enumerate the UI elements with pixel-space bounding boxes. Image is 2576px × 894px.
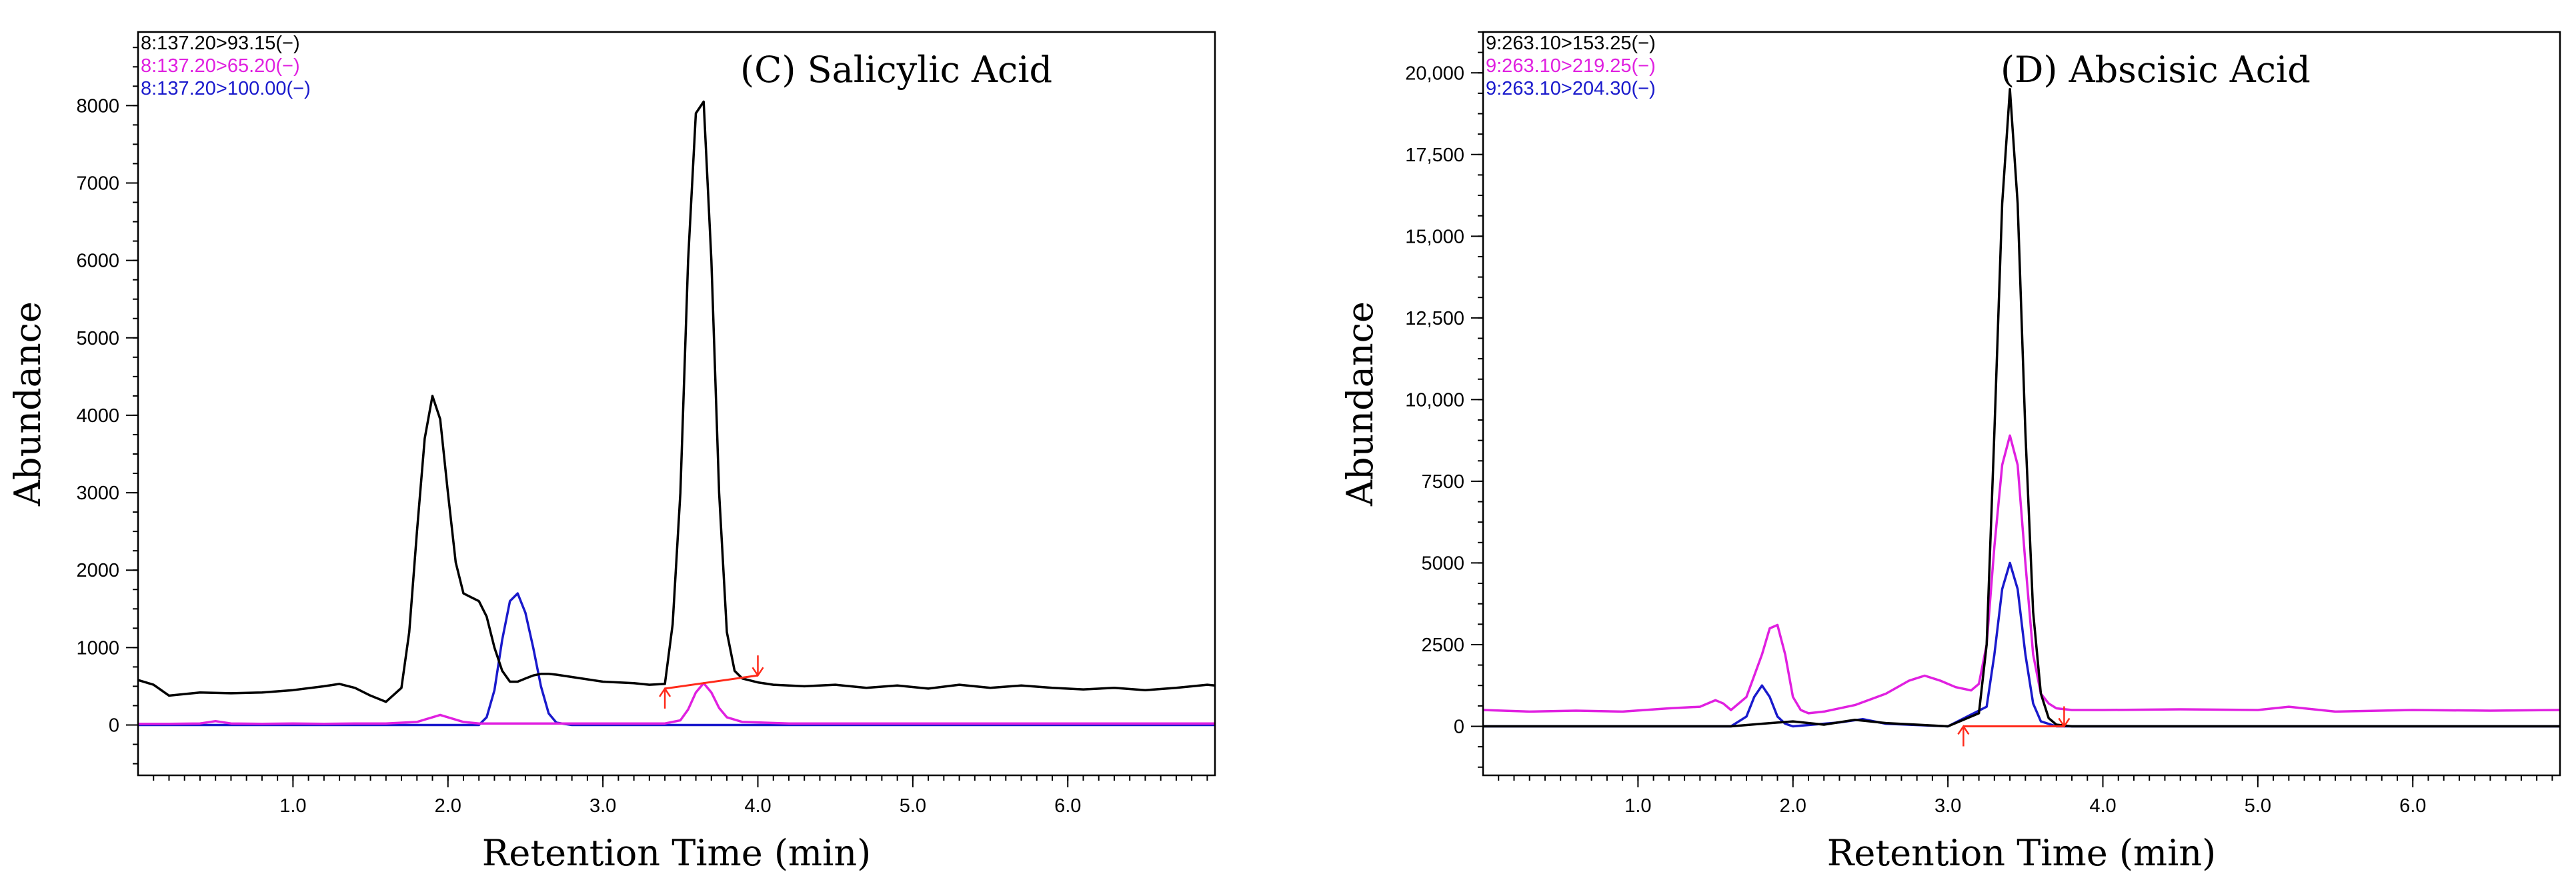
y-tick-label: 6000 — [76, 251, 119, 272]
y-tick-label: 2000 — [76, 560, 119, 581]
y-tick-label: 15,000 — [1405, 226, 1464, 247]
y-tick-label: 20,000 — [1405, 63, 1464, 84]
y-tick-label: 7500 — [1421, 471, 1464, 493]
legend-entry: 9:263.10>153.25(−) — [1486, 33, 1656, 54]
y-tick-label: 1000 — [76, 637, 119, 659]
x-tick-label: 2.0 — [1780, 795, 1806, 817]
x-tick-label: 6.0 — [1054, 795, 1081, 817]
integration-start-marker — [1957, 725, 1970, 747]
x-tick-label: 1.0 — [1624, 795, 1651, 817]
y-tick-label: 8000 — [76, 95, 119, 117]
legend: 8:137.20>93.15(−) 8:137.20>65.20(−) 8:13… — [141, 33, 311, 99]
y-tick-label: 5000 — [1421, 553, 1464, 574]
chart-title: (C) Salicylic Acid — [740, 49, 1052, 91]
y-tick-label: 2500 — [1421, 635, 1464, 656]
y-axis-title: Abundance — [1339, 301, 1381, 507]
plot-area — [137, 100, 1216, 727]
plot-area — [1482, 88, 2561, 747]
integration-start-marker — [659, 687, 672, 709]
x-tick-label: 5.0 — [900, 795, 926, 817]
panel-abscisic-acid: (D) Abscisic Acid Retention Time (min) A… — [1339, 31, 2561, 874]
y-tick-label: 3000 — [76, 483, 119, 504]
series-line — [1483, 88, 2560, 728]
series-line — [1482, 434, 2561, 715]
x-tick-label: 3.0 — [1935, 795, 1961, 817]
panel-salicylic-acid: (C) Salicylic Acid Retention Time (min) … — [7, 31, 1216, 874]
y-tick-label: 7000 — [76, 173, 119, 194]
legend-entry: 8:137.20>93.15(−) — [141, 33, 300, 54]
x-tick-label: 4.0 — [2089, 795, 2116, 817]
x-axis-title: Retention Time (min) — [1827, 832, 2216, 874]
x-tick-label: 4.0 — [744, 795, 771, 817]
integration-baseline — [664, 674, 758, 690]
integration-end-marker — [2058, 706, 2071, 728]
plot-frame — [137, 31, 1216, 777]
y-tick-label: 17,500 — [1405, 145, 1464, 166]
y-tick-label: 12,500 — [1405, 308, 1464, 329]
x-tick-label: 3.0 — [589, 795, 616, 817]
legend: 9:263.10>153.25(−) 9:263.10>219.25(−) 9:… — [1486, 33, 1656, 99]
plot-frame — [1482, 31, 2561, 777]
series-line — [138, 682, 1215, 725]
legend-entry: 8:137.20>100.00(−) — [141, 78, 311, 99]
y-tick-label: 10,000 — [1405, 389, 1464, 411]
legend-entry: 8:137.20>65.20(−) — [141, 55, 300, 77]
integration-end-marker — [752, 655, 764, 677]
chart-title: (D) Abscisic Acid — [2001, 49, 2311, 91]
x-tick-label: 2.0 — [435, 795, 461, 817]
y-tick-label: 4000 — [76, 405, 119, 427]
x-axis-title: Retention Time (min) — [482, 832, 871, 874]
legend-entry: 9:263.10>204.30(−) — [1486, 78, 1656, 99]
series-line — [137, 100, 1216, 703]
y-tick-label: 0 — [109, 715, 119, 737]
x-tick-label: 6.0 — [2399, 795, 2426, 817]
legend-entry: 9:263.10>219.25(−) — [1486, 55, 1656, 77]
x-tick-label: 1.0 — [279, 795, 306, 817]
x-tick-label: 5.0 — [2245, 795, 2271, 817]
y-tick-label: 0 — [1454, 716, 1464, 737]
y-axis-title: Abundance — [7, 301, 49, 507]
y-tick-label: 5000 — [76, 328, 119, 349]
